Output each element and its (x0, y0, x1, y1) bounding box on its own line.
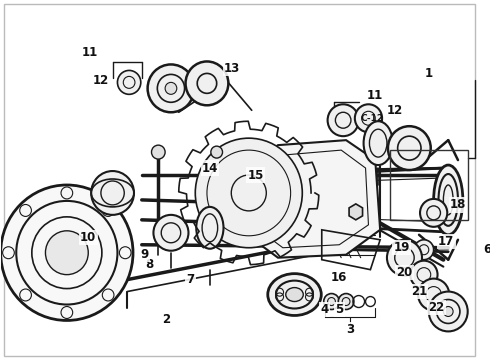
Circle shape (328, 104, 359, 136)
Circle shape (118, 71, 141, 94)
Text: 9: 9 (141, 248, 149, 261)
Text: 5: 5 (335, 303, 343, 316)
Text: 20: 20 (396, 266, 413, 279)
Circle shape (324, 293, 339, 310)
Circle shape (410, 261, 438, 289)
Circle shape (147, 64, 195, 112)
Text: 14: 14 (202, 162, 218, 175)
Text: 18: 18 (450, 198, 466, 211)
Ellipse shape (196, 207, 223, 249)
Text: 4: 4 (320, 303, 329, 316)
Circle shape (420, 199, 447, 227)
Ellipse shape (364, 121, 393, 165)
Circle shape (0, 185, 133, 320)
Text: 11: 11 (82, 46, 98, 59)
Text: 6: 6 (483, 243, 490, 256)
Circle shape (338, 293, 354, 310)
Text: 1: 1 (425, 67, 433, 80)
Text: 12: 12 (93, 74, 109, 87)
Circle shape (196, 138, 302, 248)
Text: 17: 17 (438, 235, 454, 248)
Circle shape (443, 306, 453, 316)
Circle shape (211, 146, 222, 158)
Ellipse shape (286, 288, 303, 302)
Text: C-12: C-12 (361, 114, 384, 123)
Text: 15: 15 (247, 168, 264, 181)
Text: 3: 3 (346, 323, 354, 336)
Polygon shape (249, 140, 380, 258)
Text: 11: 11 (367, 89, 383, 102)
Circle shape (418, 279, 449, 310)
Text: 13: 13 (224, 62, 241, 75)
Text: 22: 22 (428, 301, 445, 314)
Ellipse shape (434, 165, 463, 235)
Text: 2: 2 (162, 313, 170, 326)
Text: 21: 21 (411, 285, 427, 298)
Text: 19: 19 (393, 241, 410, 254)
Circle shape (186, 62, 228, 105)
Circle shape (165, 82, 177, 94)
Text: 7: 7 (186, 273, 195, 286)
Bar (390, 150, 467, 220)
Circle shape (355, 104, 382, 132)
Circle shape (151, 145, 165, 159)
Circle shape (388, 126, 431, 170)
Circle shape (414, 240, 434, 260)
Circle shape (387, 240, 422, 276)
Circle shape (153, 215, 189, 251)
Polygon shape (349, 204, 363, 220)
Circle shape (429, 292, 467, 332)
Circle shape (91, 171, 134, 215)
Ellipse shape (268, 274, 321, 315)
Circle shape (46, 231, 88, 275)
Text: 8: 8 (146, 258, 154, 271)
Text: 12: 12 (387, 104, 403, 117)
Text: 16: 16 (331, 271, 347, 284)
Text: 10: 10 (80, 231, 97, 244)
